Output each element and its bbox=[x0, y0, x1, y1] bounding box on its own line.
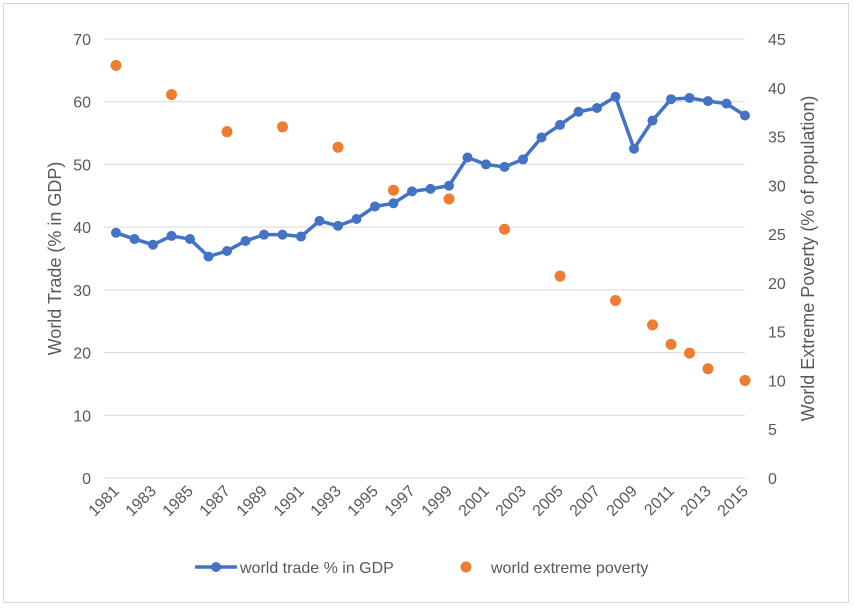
trade-point bbox=[148, 239, 158, 250]
y2-tick-label: 45 bbox=[768, 32, 786, 49]
x-tick-label: 2011 bbox=[641, 483, 677, 519]
x-tick-label: 1983 bbox=[123, 483, 160, 520]
y-tick-label: 50 bbox=[73, 157, 91, 174]
x-tick-label: 2003 bbox=[493, 483, 530, 520]
poverty-point bbox=[647, 319, 658, 331]
trade-point bbox=[185, 234, 195, 245]
poverty-point bbox=[110, 59, 122, 71]
trade-point bbox=[240, 235, 251, 246]
trade-point bbox=[388, 198, 399, 209]
y-tick-label: 70 bbox=[73, 32, 91, 49]
poverty-point bbox=[166, 89, 177, 101]
series-layer bbox=[110, 59, 751, 386]
trade-point bbox=[721, 98, 732, 109]
poverty-point bbox=[702, 363, 714, 375]
trade-point bbox=[277, 229, 288, 240]
x-tick-label: 1981 bbox=[86, 483, 123, 520]
trade-point bbox=[610, 91, 621, 102]
y-tick-label: 60 bbox=[73, 95, 91, 112]
poverty-point bbox=[221, 126, 233, 138]
trade-point bbox=[370, 201, 380, 212]
legend-poverty-marker-swatch bbox=[460, 561, 472, 573]
trade-point bbox=[573, 106, 584, 117]
trade-point bbox=[462, 152, 473, 163]
x-tick-label: 1987 bbox=[197, 483, 234, 520]
y2-tick-label: 20 bbox=[768, 276, 786, 293]
x-tick-label: 1999 bbox=[419, 483, 456, 520]
right-axis-ticks: 0 5 10 15 20 25 30 35 40 45 bbox=[768, 32, 786, 488]
trade-point bbox=[647, 115, 658, 126]
trade-point bbox=[499, 161, 510, 172]
trade-point bbox=[740, 110, 750, 121]
trade-point bbox=[222, 245, 232, 256]
y2-tick-label: 10 bbox=[768, 373, 786, 390]
trade-point bbox=[259, 229, 269, 240]
x-tick-label: 1985 bbox=[160, 483, 197, 520]
trade-point bbox=[111, 227, 121, 238]
poverty-point bbox=[739, 374, 751, 386]
trade-point bbox=[666, 94, 676, 105]
legend-trade-label: world trade % in GDP bbox=[239, 560, 394, 577]
x-tick-label: 2001 bbox=[456, 483, 493, 520]
y-tick-label: 40 bbox=[73, 220, 91, 237]
trade-point bbox=[351, 213, 362, 224]
y-tick-label: 20 bbox=[73, 346, 91, 363]
trade-point bbox=[333, 220, 343, 231]
poverty-point bbox=[610, 294, 621, 306]
trade-point bbox=[684, 92, 695, 103]
trade-point bbox=[592, 102, 602, 113]
poverty-point bbox=[388, 184, 399, 196]
y2-tick-label: 5 bbox=[768, 422, 777, 439]
legend-trade-marker-swatch bbox=[211, 562, 221, 572]
trade-point bbox=[407, 186, 417, 197]
y-tick-label: 30 bbox=[73, 283, 91, 300]
y2-tick-label: 15 bbox=[768, 325, 786, 342]
poverty-point bbox=[665, 338, 677, 350]
poverty-point bbox=[499, 223, 510, 235]
poverty-point bbox=[554, 270, 566, 282]
x-tick-label: 2007 bbox=[567, 483, 604, 520]
x-axis-ticks: 1981 1983 1985 1987 1989 1991 1993 1995 1997 1999… bbox=[86, 483, 752, 520]
x-tick-label: 1989 bbox=[234, 483, 271, 520]
y-axis-title: World Trade (% in GDP) bbox=[45, 162, 65, 356]
trade-point bbox=[166, 230, 177, 241]
trade-point bbox=[425, 183, 436, 194]
trade-point bbox=[296, 231, 306, 242]
legend-poverty-label: world extreme poverty bbox=[490, 560, 648, 577]
x-tick-label: 1991 bbox=[271, 483, 308, 520]
y2-tick-label: 0 bbox=[768, 471, 777, 488]
y2-tick-label: 40 bbox=[768, 81, 786, 98]
poverty-point bbox=[332, 141, 344, 153]
poverty-point bbox=[277, 121, 288, 133]
trade-point bbox=[703, 96, 713, 107]
trade-point bbox=[481, 159, 491, 170]
legend: world trade % in GDP world extreme pover… bbox=[195, 560, 648, 577]
x-tick-label: 1995 bbox=[345, 483, 382, 520]
gridlines bbox=[104, 38, 745, 416]
x-tick-label: 2013 bbox=[678, 483, 715, 520]
y2-tick-label: 30 bbox=[768, 178, 786, 195]
trade-point bbox=[314, 215, 325, 226]
trade-point bbox=[555, 119, 565, 130]
x-tick-label: 1997 bbox=[382, 483, 419, 520]
x-tick-label: 2009 bbox=[604, 483, 641, 520]
trade-point bbox=[203, 251, 214, 262]
y2-tick-label: 35 bbox=[768, 130, 786, 147]
poverty-point bbox=[443, 193, 455, 205]
left-axis-ticks: 0 10 20 30 40 50 60 70 bbox=[73, 32, 91, 488]
trade-point bbox=[629, 143, 639, 154]
x-tick-label: 2005 bbox=[530, 483, 567, 520]
x-tick-label: 2015 bbox=[715, 483, 752, 520]
poverty-point bbox=[684, 347, 695, 359]
trade-point bbox=[518, 154, 528, 165]
y2-axis-title: World Extreme Poverty (% of population) bbox=[798, 96, 818, 422]
x-tick-label: 1993 bbox=[308, 483, 345, 520]
trade-point bbox=[536, 132, 547, 143]
trade-point bbox=[129, 234, 140, 245]
y2-tick-label: 25 bbox=[768, 227, 786, 244]
y-tick-label: 10 bbox=[73, 408, 91, 425]
y-tick-label: 0 bbox=[82, 471, 91, 488]
trade-point bbox=[444, 180, 454, 191]
